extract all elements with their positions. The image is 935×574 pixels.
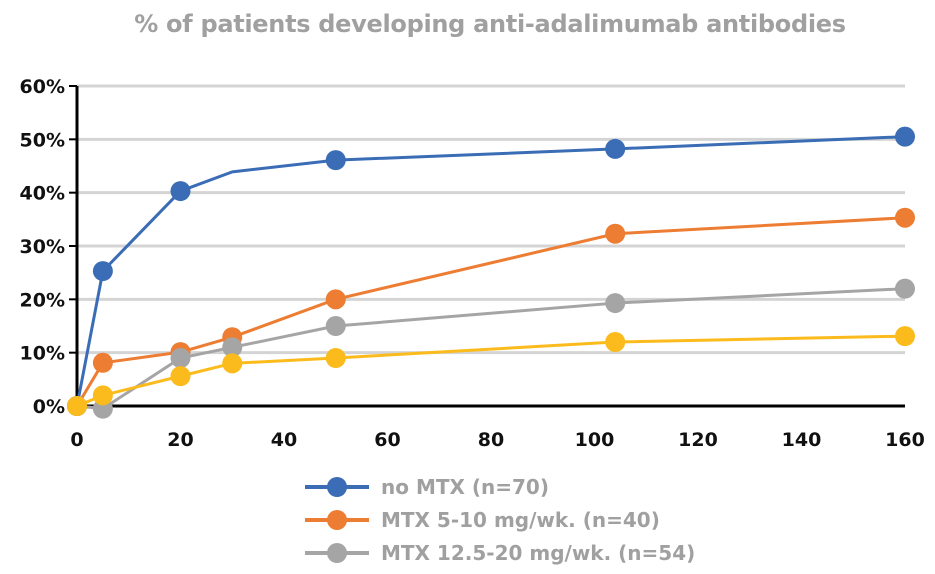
legend-item-mtx-12-5-20[interactable]: MTX 12.5-20 mg/wk. (n=54) — [305, 536, 695, 569]
legend-swatch-icon — [305, 509, 369, 530]
y-tick-label: 50% — [20, 129, 65, 151]
y-axis-ticks: 0% 10% 20% 30% 40% 50% 60% — [20, 76, 65, 418]
x-axis-ticks: 0 20 40 60 80 100 120 140 160 — [70, 429, 924, 451]
y-tick-label: 30% — [20, 236, 65, 258]
data-point — [895, 326, 915, 347]
gridlines — [77, 84, 905, 355]
x-tick-label: 140 — [782, 429, 822, 451]
axes — [69, 85, 905, 416]
y-tick-label: 10% — [20, 343, 65, 365]
data-point — [92, 261, 113, 282]
legend-label: MTX 12.5-20 mg/wk. (n=54) — [381, 540, 696, 565]
x-tick-label: 0 — [70, 429, 83, 451]
data-point — [222, 337, 243, 358]
legend-label: MTX 5-10 mg/wk. (n=40) — [381, 507, 660, 532]
data-point — [895, 207, 915, 228]
data-point — [325, 150, 346, 171]
legend-item-mtx-5-10[interactable]: MTX 5-10 mg/wk. (n=40) — [305, 503, 695, 536]
x-tick-label: 40 — [271, 429, 297, 451]
data-point — [605, 332, 626, 352]
data-point — [67, 396, 87, 416]
x-tick-label: 80 — [478, 429, 504, 451]
data-point — [170, 181, 191, 202]
series-line — [75, 135, 906, 407]
data-point — [170, 348, 191, 368]
legend-item-no-mtx[interactable]: no MTX (n=70) — [305, 470, 695, 503]
x-tick-label: 20 — [167, 429, 193, 451]
x-tick-label: 100 — [575, 429, 615, 451]
series-3 — [67, 326, 915, 416]
data-point — [170, 366, 191, 387]
x-tick-label: 160 — [885, 429, 925, 451]
x-tick-label: 120 — [678, 429, 718, 451]
data-point — [325, 348, 346, 368]
legend: no MTX (n=70) MTX 5-10 mg/wk. (n=40) MTX… — [305, 470, 695, 569]
x-tick-label: 60 — [374, 429, 400, 451]
series-group — [67, 126, 915, 419]
data-point — [92, 352, 113, 373]
y-tick-label: 0% — [33, 396, 65, 418]
y-tick-label: 60% — [20, 76, 65, 98]
legend-swatch-icon — [305, 476, 369, 497]
data-point — [325, 316, 346, 336]
data-point — [92, 385, 113, 406]
data-point — [605, 223, 626, 244]
data-point — [895, 126, 915, 147]
data-point — [895, 278, 915, 299]
y-tick-label: 40% — [20, 183, 65, 205]
legend-swatch-icon — [305, 542, 369, 563]
data-point — [605, 293, 626, 314]
y-tick-label: 20% — [20, 289, 65, 311]
legend-label: no MTX (n=70) — [381, 474, 549, 499]
data-point — [605, 138, 626, 159]
data-point — [325, 289, 346, 310]
data-point — [222, 353, 243, 374]
chart-title: % of patients developing anti-adalimumab… — [134, 10, 846, 38]
